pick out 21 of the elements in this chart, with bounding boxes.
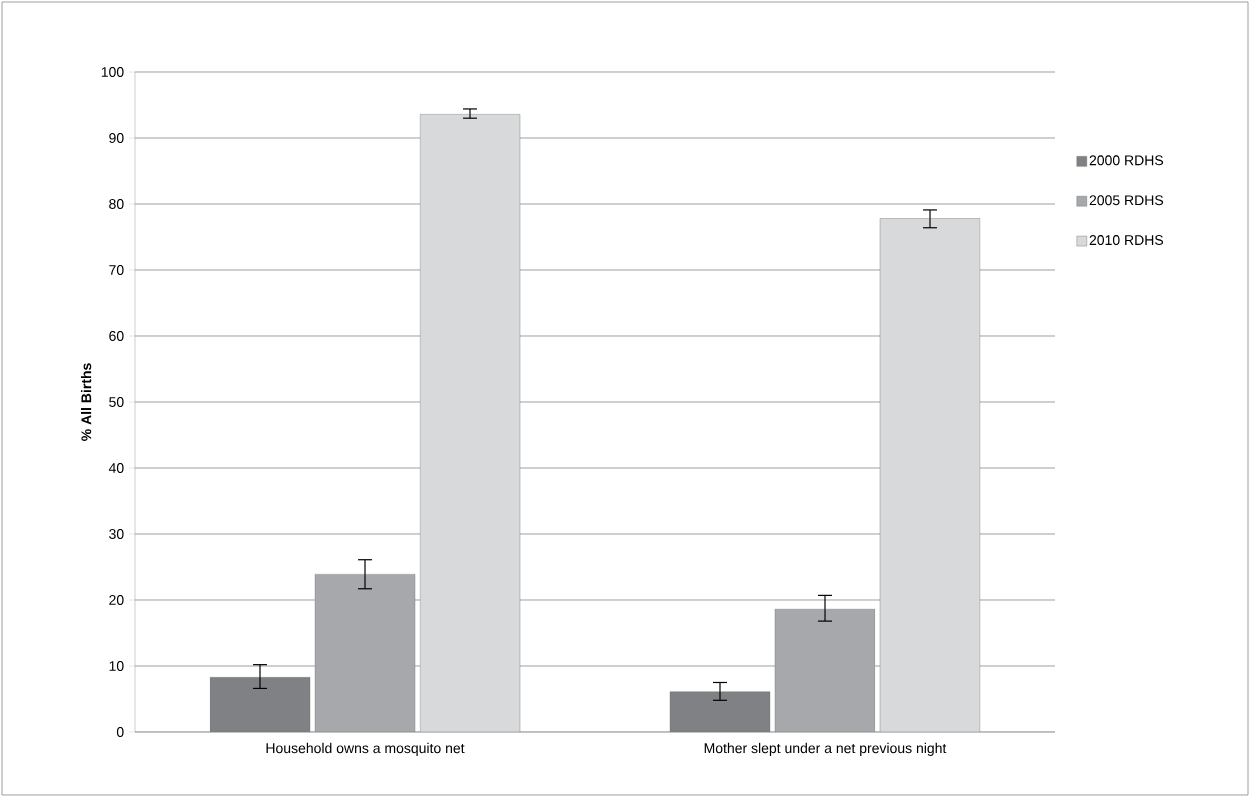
y-tick-label: 100 bbox=[101, 67, 124, 77]
bar bbox=[879, 218, 981, 732]
y-tick-label: 90 bbox=[109, 133, 124, 143]
y-tick-label: 30 bbox=[109, 529, 124, 539]
bar bbox=[774, 609, 876, 732]
y-tick-label: 80 bbox=[109, 199, 124, 209]
x-tick-label: Household owns a mosquito net bbox=[266, 742, 465, 756]
y-tick-label: 50 bbox=[109, 397, 124, 407]
x-tick-label: Mother slept under a net previous night bbox=[704, 742, 947, 756]
y-tick-label: 20 bbox=[109, 595, 124, 605]
legend-label: 2005 RDHS bbox=[1089, 195, 1164, 206]
y-tick-label: 0 bbox=[116, 727, 124, 737]
bar bbox=[314, 574, 416, 732]
y-tick-label: 70 bbox=[109, 265, 124, 275]
bar bbox=[419, 114, 521, 732]
y-axis-title: % All Births bbox=[80, 363, 92, 441]
legend-label: 2000 RDHS bbox=[1089, 155, 1164, 166]
legend-label: 2010 RDHS bbox=[1089, 235, 1164, 246]
y-tick-label: 40 bbox=[108, 463, 124, 473]
y-tick-label: 60 bbox=[109, 331, 124, 341]
y-tick-label: 10 bbox=[109, 661, 124, 671]
